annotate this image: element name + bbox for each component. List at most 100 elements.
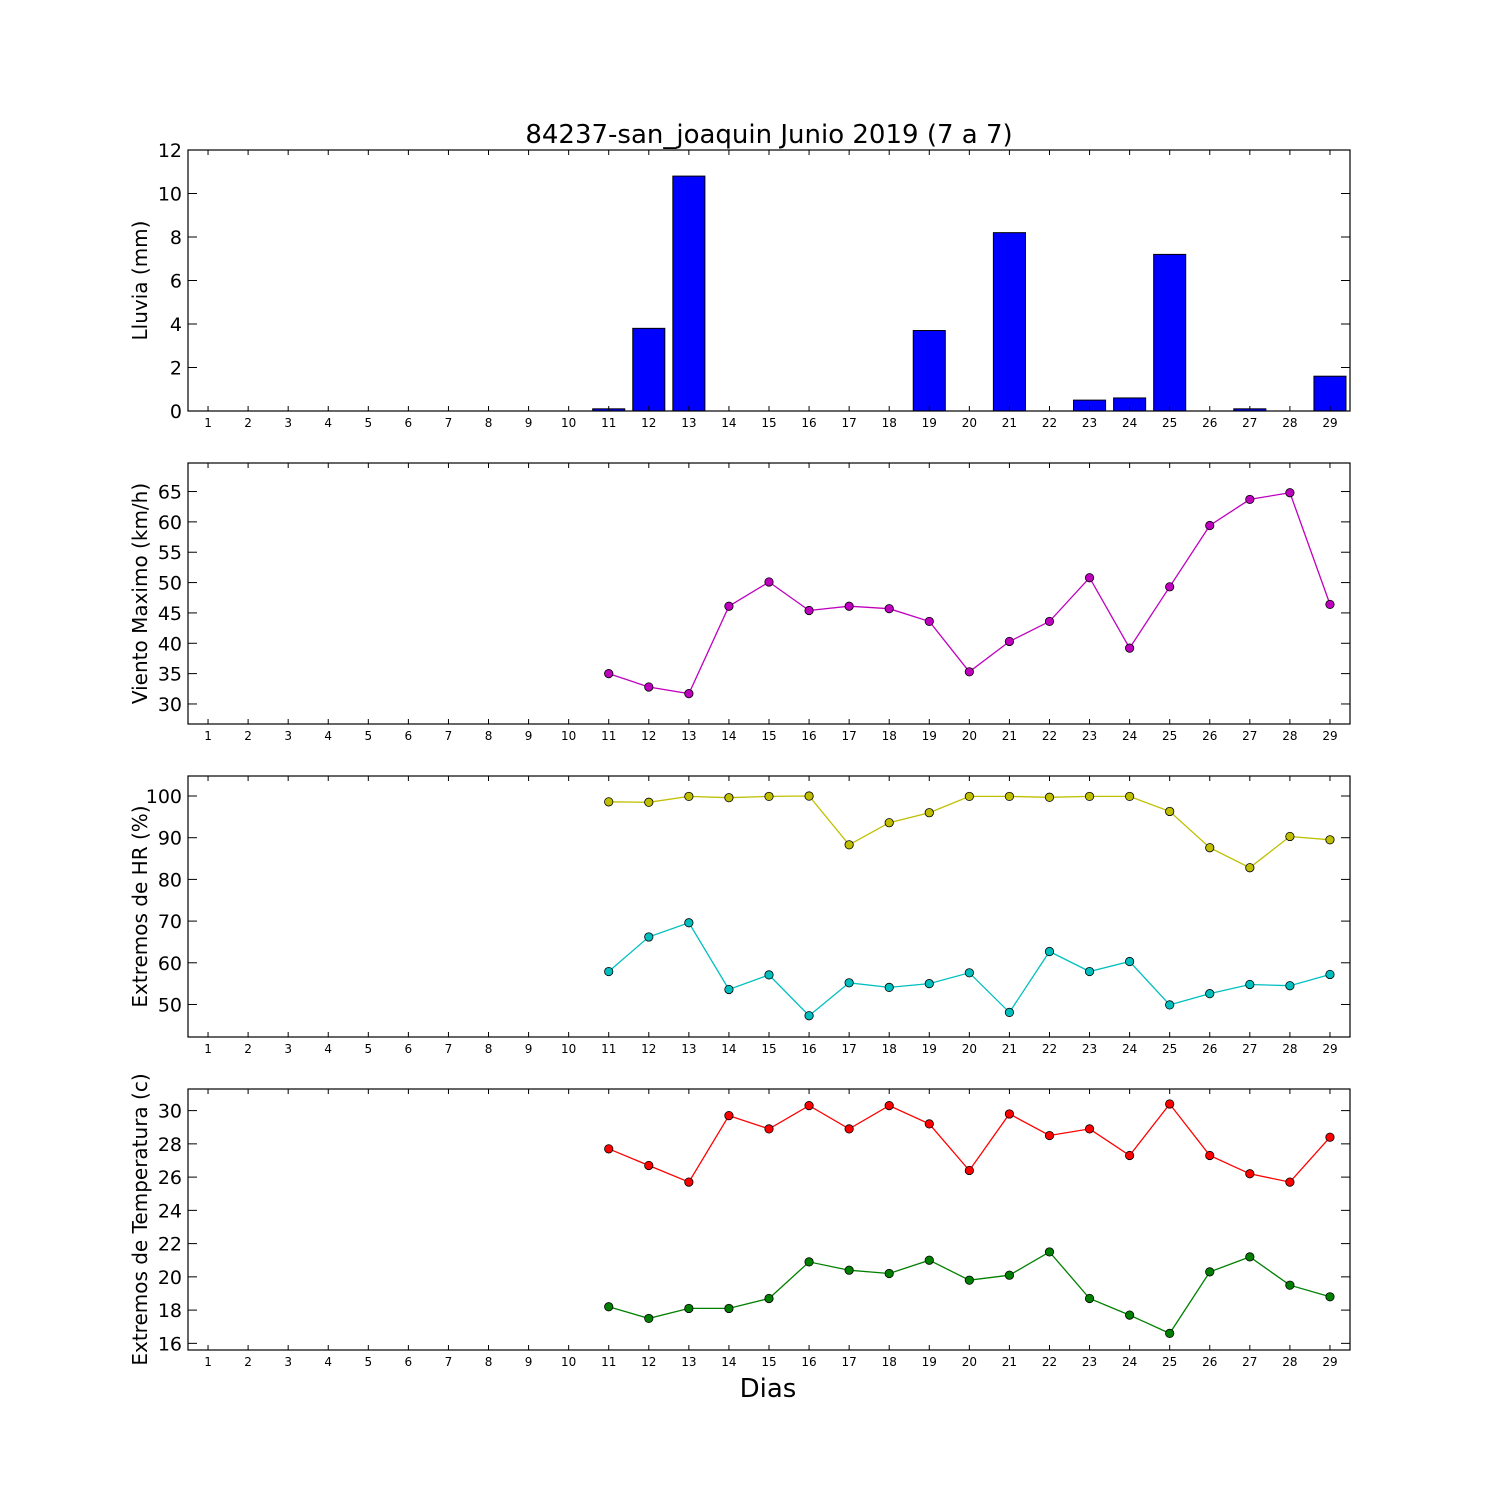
x-tick-label: 8: [485, 729, 493, 743]
point-s1-day-28: [1285, 488, 1295, 498]
point-s1-day-11: [604, 669, 614, 679]
x-tick-label: 3: [284, 416, 292, 430]
x-tick-label: 20: [962, 1042, 977, 1056]
x-tick-label: 16: [801, 1042, 816, 1056]
x-tick-label: 21: [1002, 1355, 1017, 1369]
point-s2-day-14: [724, 984, 734, 995]
x-tick-label: 11: [601, 1355, 616, 1369]
x-tick-label: 27: [1242, 1355, 1257, 1369]
x-tick-label: 5: [364, 1355, 372, 1369]
point-s1-day-14: [724, 793, 734, 803]
point-s1-day-12: [644, 797, 654, 807]
x-tick-label: 18: [882, 1355, 897, 1369]
x-tick-label: 2: [244, 729, 252, 743]
x-tick-label: 19: [922, 729, 937, 743]
y-tick-label: 16: [158, 1333, 182, 1355]
x-tick-label: 25: [1162, 729, 1177, 743]
x-tick-label: 10: [561, 1042, 576, 1056]
x-tick-label: 24: [1122, 416, 1137, 430]
point-s1-day-18: [884, 1101, 894, 1111]
y-tick-label: 80: [158, 869, 182, 891]
point-s2-day-17: [844, 978, 854, 988]
y-tick-label: 45: [158, 603, 182, 625]
y-tick-label: 55: [158, 542, 182, 564]
point-s2-day-12: [644, 932, 654, 942]
point-s1-day-12: [644, 1160, 654, 1171]
x-tick-label: 27: [1242, 729, 1257, 743]
point-s2-day-25: [1165, 1328, 1175, 1338]
x-tick-label: 7: [445, 416, 453, 430]
point-s1-day-21: [1004, 791, 1015, 802]
y-tick-label: 90: [158, 828, 182, 850]
x-tick-label: 3: [284, 1355, 292, 1369]
point-s2-day-26: [1205, 989, 1215, 999]
point-s1-day-15: [764, 1124, 774, 1134]
point-s2-day-21: [1004, 1270, 1015, 1280]
point-s1-day-20: [964, 1165, 974, 1176]
point-s1-day-16: [804, 1101, 814, 1111]
x-tick-label: 4: [324, 1042, 332, 1056]
bar-day-19: [912, 330, 946, 412]
x-tick-label: 12: [641, 1355, 656, 1369]
y-tick-label: 28: [158, 1134, 182, 1156]
point-s2-day-18: [884, 1268, 894, 1279]
x-tick-label: 13: [681, 729, 696, 743]
point-s1-day-21: [1004, 1109, 1015, 1119]
point-s2-day-28: [1285, 1280, 1295, 1290]
x-tick-label: 14: [721, 1042, 736, 1056]
point-s2-day-22: [1044, 1247, 1055, 1257]
x-tick-label: 29: [1322, 729, 1337, 743]
point-s1-day-14: [724, 601, 734, 611]
bar-day-21: [992, 232, 1026, 412]
point-s2-day-27: [1245, 979, 1255, 990]
point-s1-day-29: [1325, 1132, 1335, 1142]
point-s1-day-16: [804, 791, 814, 801]
y-tick-label: 4: [170, 314, 182, 336]
y-tick-label: 50: [158, 994, 182, 1016]
x-tick-label: 9: [525, 729, 533, 743]
point-s1-day-23: [1084, 1124, 1095, 1134]
point-s1-day-27: [1245, 863, 1255, 873]
x-tick-label: 23: [1082, 1355, 1097, 1369]
point-s1-day-26: [1205, 520, 1215, 531]
point-s2-day-29: [1325, 969, 1335, 980]
point-s1-day-23: [1084, 791, 1095, 802]
x-tick-label: 12: [641, 1042, 656, 1056]
x-tick-label: 4: [324, 416, 332, 430]
y-tick-label: 60: [158, 512, 182, 534]
point-s1-day-11: [604, 797, 614, 807]
point-s1-day-25: [1165, 806, 1175, 817]
x-tick-label: 18: [882, 416, 897, 430]
point-s1-day-27: [1245, 494, 1255, 505]
x-tick-label: 13: [681, 1355, 696, 1369]
point-s2-day-24: [1125, 1310, 1135, 1320]
x-tick-label: 24: [1122, 729, 1137, 743]
point-s1-day-22: [1044, 1130, 1055, 1141]
x-tick-label: 18: [882, 729, 897, 743]
x-tick-label: 24: [1122, 1042, 1137, 1056]
point-s1-day-22: [1044, 792, 1055, 802]
point-s1-day-13: [684, 791, 694, 802]
point-s1-day-24: [1125, 1150, 1135, 1161]
x-tick-label: 1: [204, 416, 212, 430]
y-tick-label: 70: [158, 911, 182, 933]
x-tick-label: 19: [922, 1355, 937, 1369]
y-tick-label: 60: [158, 953, 182, 975]
x-tick-label: 2: [244, 1355, 252, 1369]
x-tick-label: 13: [681, 1042, 696, 1056]
point-s2-day-11: [604, 1302, 614, 1312]
point-s1-day-17: [844, 601, 854, 611]
y-axis-label: Lluvia (mm): [128, 221, 152, 341]
x-tick-label: 29: [1322, 416, 1337, 430]
x-tick-label: 2: [244, 1042, 252, 1056]
x-tick-label: 5: [364, 1042, 372, 1056]
x-tick-label: 28: [1282, 1355, 1297, 1369]
point-s2-day-19: [924, 979, 934, 989]
panel-4: 1 2 3 4 5 6 7 8 9 10 11 12 13 14 15 16 17 18 19 20 21 22 23 24 2…: [128, 1073, 1351, 1404]
bar-day-25: [1153, 253, 1187, 412]
y-tick-label: 18: [158, 1300, 182, 1322]
point-s1-day-13: [684, 1177, 694, 1187]
point-s1-day-15: [764, 791, 774, 802]
y-tick-label: 40: [158, 633, 182, 655]
point-s1-day-24: [1125, 791, 1135, 802]
